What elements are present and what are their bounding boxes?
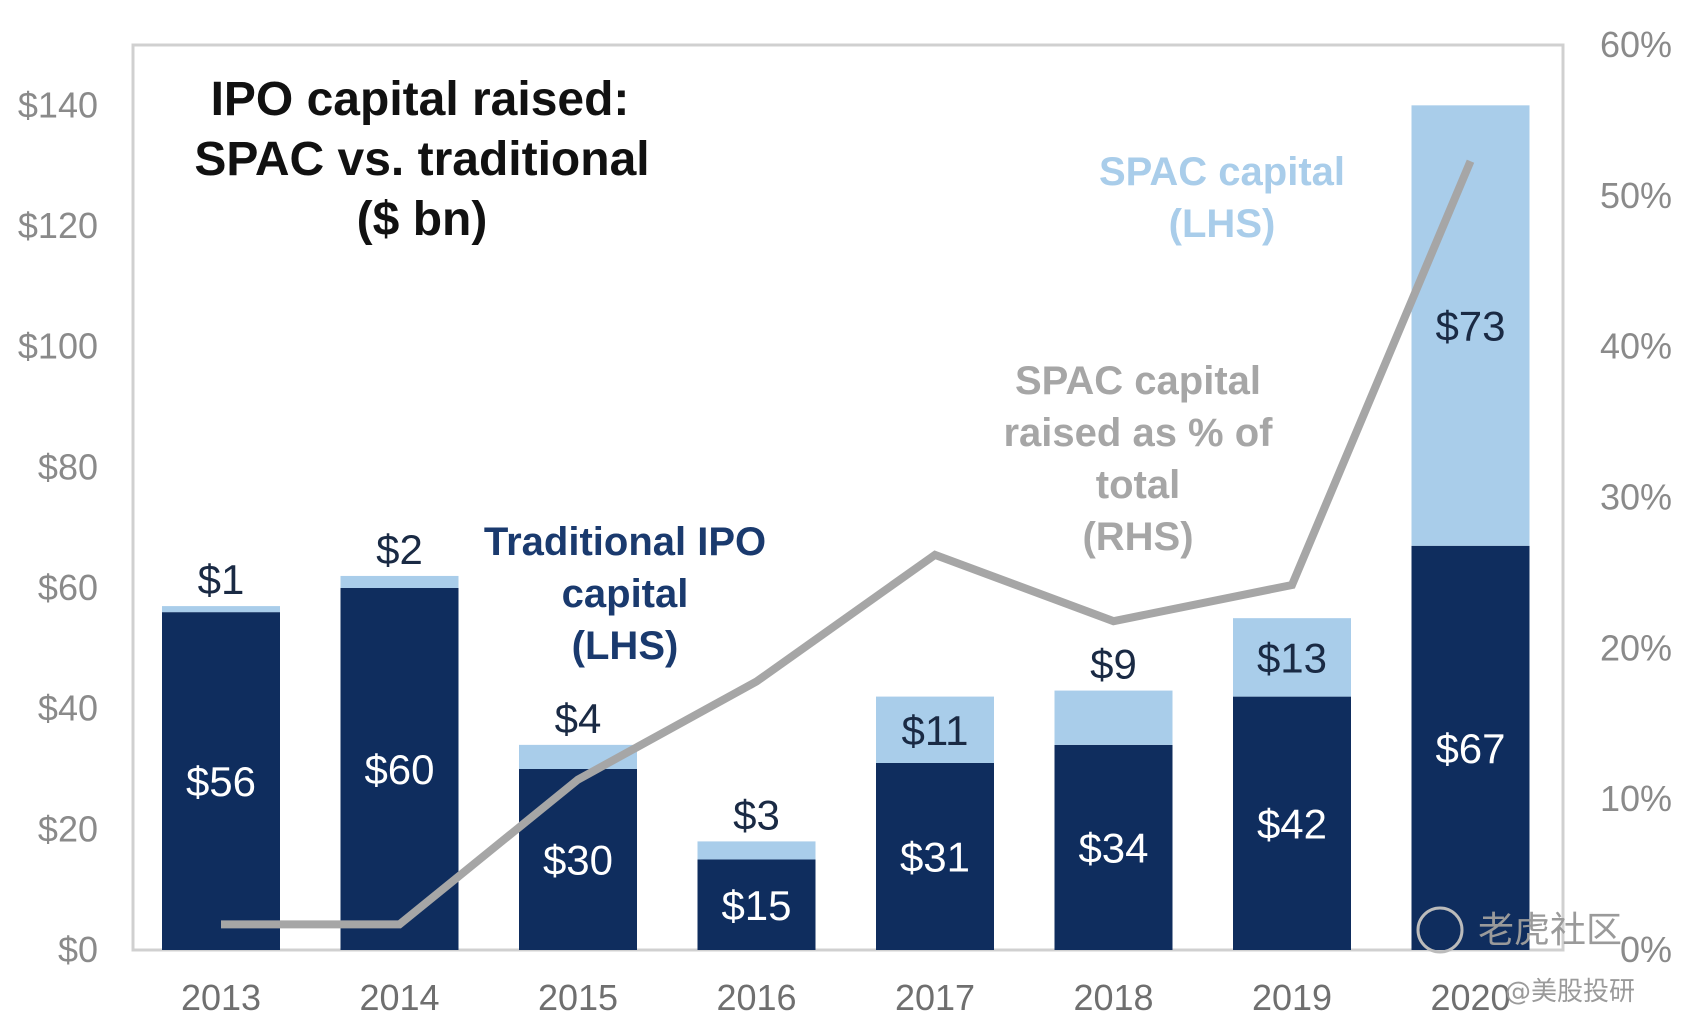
spac-bar (162, 606, 280, 613)
pct-line (221, 159, 1475, 929)
right-tick-label: 30% (1600, 477, 1672, 518)
x-tick-label: 2017 (895, 977, 975, 1018)
pct-annotation-line-2: raised as % of (1003, 411, 1273, 455)
traditional-value-label: $56 (186, 758, 256, 805)
traditional-bar (876, 762, 994, 950)
right-axis: 0% 10% 20% 30% 40% 50% 60% (1600, 24, 1672, 970)
traditional-value-label: $31 (900, 833, 970, 880)
tiger-logo-icon (1416, 906, 1464, 954)
left-tick-label: $60 (38, 567, 98, 608)
left-tick-label: $80 (38, 446, 98, 487)
spac-value-label: $2 (376, 526, 423, 573)
spac-bar (1233, 618, 1351, 697)
right-tick-label: 0% (1620, 929, 1672, 970)
traditional-value-label: $42 (1257, 800, 1327, 847)
spac-bar (876, 696, 994, 763)
spac-bar (340, 575, 459, 588)
spac-value-label: $73 (1435, 303, 1505, 350)
plot-frame (131, 43, 1565, 952)
pct-annotation-line-1: SPAC capital (1015, 359, 1261, 403)
spac-value-label: $13 (1257, 634, 1327, 681)
chart-title-line-2: SPAC vs. traditional (194, 133, 649, 186)
right-tick-label: 40% (1600, 326, 1672, 367)
bar-group (162, 105, 1530, 950)
x-tick-label: 2015 (538, 977, 618, 1018)
traditional-value-label: $30 (543, 837, 613, 884)
spac-bar (1411, 105, 1530, 546)
spac-value-label: $1 (198, 556, 245, 603)
chart-title-line-3: ($ bn) (357, 193, 488, 246)
x-tick-label: 2020 (1430, 977, 1510, 1018)
left-tick-label: $120 (18, 205, 98, 246)
spac-annotation-line-2: (LHS) (1169, 202, 1276, 246)
spac-value-label: $4 (555, 695, 602, 742)
left-tick-label: $20 (38, 808, 98, 849)
right-tick-label: 60% (1600, 24, 1672, 65)
x-tick-label: 2014 (359, 977, 439, 1018)
spac-bar (1054, 690, 1173, 745)
x-tick-label: 2019 (1252, 977, 1332, 1018)
chart-title-line-1: IPO capital raised: (211, 73, 630, 126)
traditional-bar (1233, 696, 1351, 950)
traditional-value-label: $67 (1435, 725, 1505, 772)
traditional-bar (519, 769, 637, 950)
traditional-annotation-line-3: (LHS) (572, 624, 679, 668)
spac-value-label: $9 (1090, 641, 1137, 688)
left-tick-label: $140 (18, 84, 98, 125)
traditional-annotation-line-2: capital (562, 572, 689, 616)
x-axis: 2013 2014 2015 2016 2017 2018 2019 2020 (181, 977, 1511, 1018)
right-tick-label: 50% (1600, 175, 1672, 216)
x-tick-label: 2013 (181, 977, 261, 1018)
traditional-value-label: $34 (1078, 824, 1148, 871)
traditional-bar (1411, 545, 1530, 950)
x-tick-label: 2016 (716, 977, 796, 1018)
spac-value-label: $3 (733, 791, 780, 838)
x-tick-label: 2018 (1073, 977, 1153, 1018)
spac-value-label: $11 (902, 707, 969, 754)
left-tick-label: $40 (38, 688, 98, 729)
bar-label-group: $56 $1 $60 $2 $30 $4 $15 $3 $31 $11 $34 $9 $42 $13 $67… (186, 303, 1506, 929)
watermark-line-1: 老虎社区 (1478, 910, 1622, 951)
traditional-bar (162, 612, 280, 950)
pct-annotation-line-4: (RHS) (1082, 515, 1193, 559)
spac-bar (697, 841, 816, 860)
pct-line-group (221, 159, 1475, 929)
right-tick-label: 10% (1600, 778, 1672, 819)
left-tick-label: $100 (18, 326, 98, 367)
spac-annotation-line-1: SPAC capital (1099, 150, 1345, 194)
traditional-value-label: $60 (364, 746, 434, 793)
traditional-bar (697, 859, 816, 950)
traditional-annotation-line-1: Traditional IPO (484, 520, 766, 564)
traditional-bar (1054, 744, 1173, 950)
right-tick-label: 20% (1600, 627, 1672, 668)
left-tick-label: $0 (58, 929, 98, 970)
pct-annotation-line-3: total (1096, 463, 1180, 507)
traditional-value-label: $15 (721, 882, 791, 929)
watermark-line-2: @美股投研 (1505, 977, 1635, 1007)
watermark: 老虎社区 @美股投研 (1416, 906, 1635, 1007)
left-axis: $0 $20 $40 $60 $80 $100 $120 $140 (18, 84, 98, 970)
